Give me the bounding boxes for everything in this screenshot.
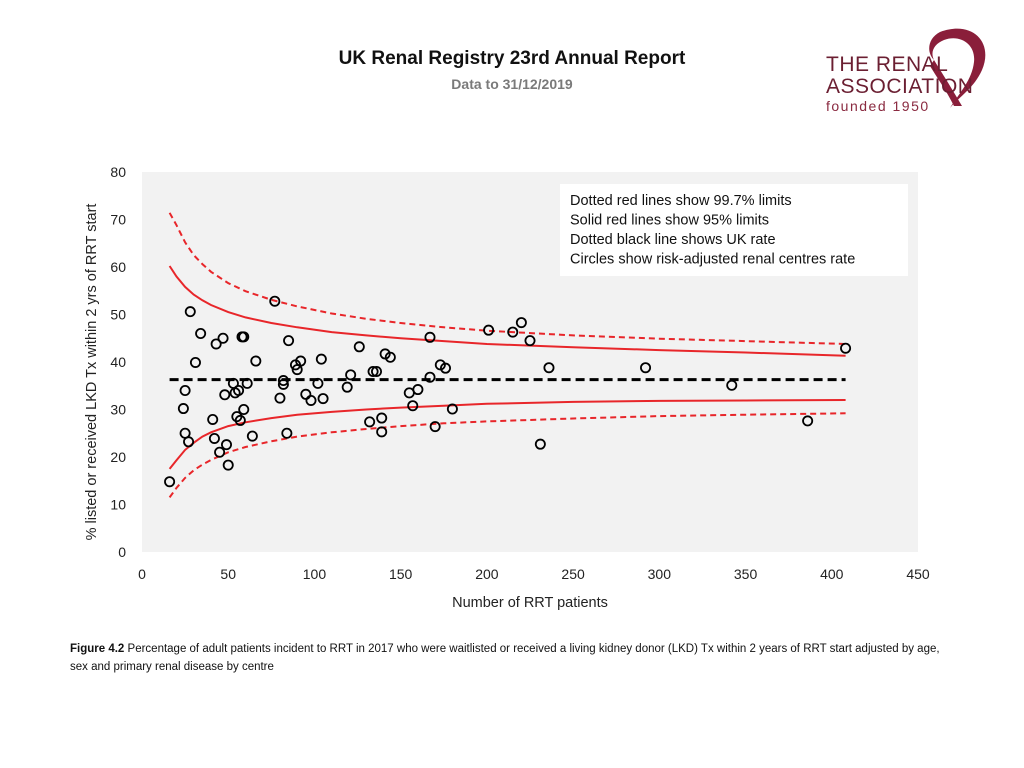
y-tick-label: 0 (118, 544, 126, 560)
data-point (446, 403, 458, 415)
data-point (210, 338, 222, 350)
data-point (183, 436, 195, 448)
data-point (281, 427, 293, 439)
x-tick-label: 0 (138, 566, 146, 582)
x-axis-title: Number of RRT patients (452, 595, 608, 611)
x-tick-label: 250 (561, 566, 585, 582)
report-subtitle: Data to 31/12/2019 (451, 76, 573, 92)
legend-entry: Circles show risk-adjusted renal centres… (570, 252, 855, 268)
legend-entry: Dotted red lines show 99.7% limits (570, 193, 792, 209)
data-point (217, 332, 229, 344)
data-point (640, 362, 652, 374)
y-tick-label: 30 (110, 402, 126, 418)
data-point (164, 476, 176, 488)
data-point (353, 341, 365, 353)
data-point (277, 378, 289, 390)
y-tick-label: 70 (110, 212, 126, 228)
data-point (341, 381, 353, 393)
data-point (424, 331, 436, 343)
data-point (177, 403, 189, 415)
renal-association-logo: THE RENAL ASSOCIATION founded 1950 (822, 22, 997, 122)
data-point (524, 335, 536, 347)
data-point (208, 432, 220, 444)
data-point (295, 355, 307, 367)
legend-entry: Dotted black line shows UK rate (570, 232, 776, 248)
data-point (371, 365, 383, 377)
data-point (384, 351, 396, 363)
x-tick-label: 350 (734, 566, 758, 582)
data-point (312, 377, 324, 389)
data-point (534, 438, 546, 450)
data-point (277, 375, 289, 387)
y-axis-title: % listed or received LKD Tx within 2 yrs… (84, 204, 100, 541)
x-tick-label: 150 (389, 566, 413, 582)
data-point (234, 414, 246, 426)
data-point (376, 412, 388, 424)
data-point (317, 393, 329, 405)
data-point (412, 384, 424, 396)
x-tick-label: 200 (475, 566, 499, 582)
data-point (407, 400, 419, 412)
y-tick-label: 20 (110, 449, 126, 465)
y-tick-label: 40 (110, 354, 126, 370)
data-point (195, 327, 207, 339)
logo-swirl-icon (929, 28, 986, 108)
y-tick-label: 10 (110, 497, 126, 513)
data-point (219, 389, 231, 401)
data-point (283, 335, 295, 347)
data-point (241, 377, 253, 389)
data-point (250, 355, 262, 367)
data-point (315, 353, 327, 365)
data-point (269, 295, 281, 307)
data-point (440, 362, 452, 374)
x-tick-label: 450 (906, 566, 930, 582)
data-point (238, 403, 250, 415)
data-point (179, 384, 191, 396)
x-tick-label: 400 (820, 566, 844, 582)
y-tick-label: 50 (110, 307, 126, 323)
data-point (515, 317, 527, 329)
data-point (345, 369, 357, 381)
data-point (543, 362, 555, 374)
data-point (189, 356, 201, 368)
data-point (726, 379, 738, 391)
figure-caption: Figure 4.2 Percentage of adult patients … (70, 640, 960, 676)
caption-text: Percentage of adult patients incident to… (70, 643, 940, 673)
data-point (233, 384, 245, 396)
data-point (246, 430, 258, 442)
data-point (274, 392, 286, 404)
data-point (207, 413, 219, 425)
legend-box (560, 184, 908, 276)
data-point (840, 342, 852, 354)
data-point (364, 416, 376, 428)
data-point (424, 371, 436, 383)
x-tick-label: 300 (648, 566, 672, 582)
data-point (184, 306, 196, 318)
report-title: UK Renal Registry 23rd Annual Report (338, 48, 686, 69)
data-point (214, 446, 226, 458)
data-point (483, 324, 495, 336)
data-point (802, 415, 814, 427)
logo-text-line1: THE RENAL (826, 53, 949, 76)
upper-95-limit-line (168, 265, 846, 357)
x-tick-label: 50 (220, 566, 236, 582)
data-point (429, 421, 441, 433)
data-point (507, 326, 519, 338)
data-point (367, 365, 379, 377)
y-tick-label: 80 (110, 164, 126, 180)
data-point (238, 331, 250, 343)
legend-entry: Solid red lines show 95% limits (570, 213, 769, 229)
data-point (376, 426, 388, 438)
logo-text-line2: ASSOCIATION (826, 75, 974, 98)
x-tick-label: 100 (303, 566, 327, 582)
lower-99-7-limit-line (168, 412, 846, 498)
data-point (220, 439, 232, 451)
funnel-plot: 0 10 20 30 40 50 60 70 80 0 50 100 150 200 250 300 350 40… (84, 164, 930, 611)
caption-label: Figure 4.2 (70, 643, 125, 655)
upper-99-7-limit-line (168, 212, 846, 345)
data-point (305, 394, 317, 406)
logo-text-line3: founded 1950 (826, 98, 930, 114)
data-point (222, 459, 234, 471)
y-tick-label: 60 (110, 259, 126, 275)
